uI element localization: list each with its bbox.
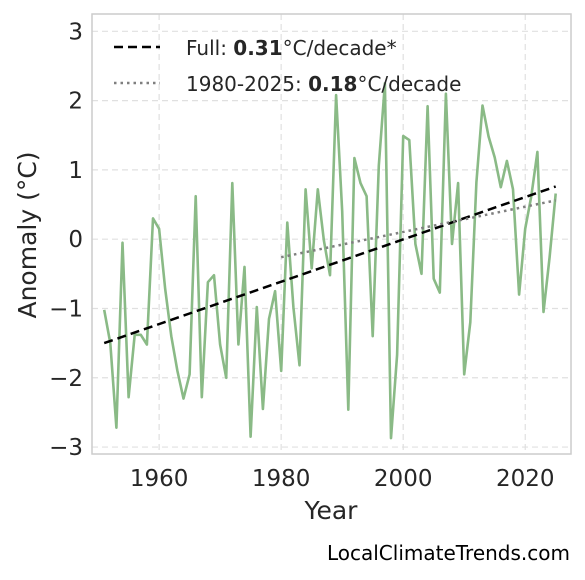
y-tick-label: −1	[49, 296, 83, 322]
plot-frame	[91, 13, 572, 455]
y-tick-label: 0	[68, 227, 83, 253]
legend-full-value: 0.31	[233, 36, 282, 60]
legend-full-suffix: °C/decade*	[283, 36, 397, 60]
y-tick-label: −2	[49, 366, 83, 392]
x-tick-label: 1980	[252, 466, 311, 492]
y-tick-label: −3	[49, 435, 83, 461]
x-tick-label: 1960	[130, 466, 189, 492]
y-tick-label: 1	[68, 158, 83, 184]
legend-recent-suffix: °C/decade	[357, 72, 461, 96]
y-tick-label: 3	[68, 19, 83, 45]
series-layer	[102, 82, 557, 440]
x-tick-labels: 1960 1980 2000 2020	[130, 466, 555, 492]
series-line-1980-2025	[280, 199, 556, 259]
series-line-full	[103, 185, 557, 345]
x-tick-label: 2020	[496, 466, 555, 492]
y-axis-title: Anomaly (°C)	[13, 151, 42, 318]
series-line-anomaly	[102, 82, 557, 440]
y-tick-label: 2	[68, 89, 83, 115]
x-tick-label: 2000	[374, 466, 433, 492]
y-tick-labels: −3 −2 −1 0 1 2 3	[49, 19, 83, 461]
legend-recent-prefix: 1980-2025:	[186, 72, 308, 96]
legend-label-full: Full: 0.31°C/decade*	[186, 36, 397, 60]
legend-recent-value: 0.18	[308, 72, 357, 96]
legend-label-recent: 1980-2025: 0.18°C/decade	[186, 72, 461, 96]
site-credit: LocalClimateTrends.com	[327, 541, 570, 565]
legend: Full: 0.31°C/decade* 1980-2025: 0.18°C/d…	[114, 36, 461, 96]
legend-full-prefix: Full:	[186, 36, 233, 60]
x-axis-title: Year	[304, 496, 359, 525]
